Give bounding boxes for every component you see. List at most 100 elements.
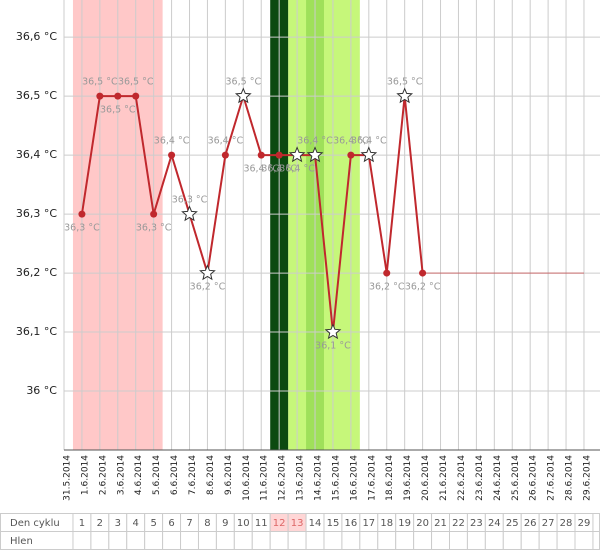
star-marker — [199, 264, 216, 281]
dot-marker — [96, 92, 104, 100]
table-cell — [197, 531, 217, 550]
star-marker — [181, 205, 198, 222]
table-cell — [108, 531, 128, 550]
row-label: Hlen — [10, 536, 33, 547]
table-cell — [180, 531, 199, 550]
data-label: 36,5 °C — [100, 105, 136, 116]
table-cell — [287, 531, 307, 550]
day-number: 29 — [578, 518, 591, 529]
table-cell — [305, 531, 325, 550]
day-number: 15 — [327, 518, 340, 529]
day-number: 16 — [345, 518, 358, 529]
day-number: 8 — [204, 518, 210, 529]
table-cell — [162, 531, 182, 550]
day-number: 6 — [168, 518, 174, 529]
dot-marker — [383, 269, 391, 277]
y-tick-label: 36 °C — [26, 384, 57, 397]
x-tick-label: 20.6.2014 — [421, 455, 431, 501]
day-number: 5 — [150, 518, 156, 529]
data-label: 36,5 °C — [226, 77, 262, 88]
table-cell — [126, 531, 146, 550]
day-number: 14 — [309, 518, 322, 529]
dot-marker — [132, 92, 140, 100]
table-cell — [341, 531, 361, 550]
star-marker — [306, 146, 324, 163]
star-marker — [360, 146, 378, 163]
x-tick-label: 9.6.2014 — [224, 455, 234, 495]
x-tick-label: 21.6.2014 — [439, 455, 449, 501]
table-cell — [269, 531, 289, 550]
table-cell — [448, 531, 468, 550]
dot-marker — [257, 151, 265, 159]
x-tick-label: 8.6.2014 — [206, 455, 216, 495]
dot-marker — [150, 210, 158, 218]
day-number: 7 — [186, 518, 192, 529]
x-tick-label: 15.6.2014 — [331, 455, 341, 501]
table-cell — [323, 531, 343, 550]
table-cell — [484, 531, 504, 550]
table-cell — [215, 531, 235, 550]
x-tick-label: 25.6.2014 — [511, 455, 521, 501]
y-tick-label: 36,2 °C — [16, 266, 57, 279]
day-number: 24 — [488, 518, 501, 529]
data-label: 36,4 °C — [243, 164, 279, 175]
x-tick-label: 22.6.2014 — [457, 455, 467, 501]
dot-marker — [168, 151, 176, 159]
y-tick-label: 36,1 °C — [16, 325, 57, 338]
dot-marker — [347, 151, 355, 159]
table-cell — [413, 531, 433, 550]
table-cell — [431, 531, 450, 550]
x-tick-label: 16.6.2014 — [349, 455, 359, 501]
data-label: 36,5 °C — [82, 77, 118, 88]
table-cell — [90, 531, 110, 550]
data-label: 36,4 °C — [154, 136, 190, 147]
x-tick-label: 5.6.2014 — [152, 455, 162, 495]
x-tick-label: 3.6.2014 — [116, 455, 126, 495]
day-number: 9 — [222, 518, 228, 529]
data-label: 36,3 °C — [136, 223, 172, 234]
table-cell — [251, 531, 271, 550]
table-cell — [377, 531, 397, 550]
data-label: 36,3 °C — [64, 223, 100, 234]
dot-marker — [419, 269, 427, 277]
day-number: 27 — [542, 518, 555, 529]
x-tick-label: 18.6.2014 — [385, 455, 395, 501]
x-tick-label: 10.6.2014 — [242, 455, 252, 501]
table-cell — [502, 531, 522, 550]
data-label: 36,5 °C — [118, 77, 154, 88]
star-marker — [288, 146, 306, 163]
data-label: 36,4 °C — [208, 136, 244, 147]
day-number: 18 — [380, 518, 393, 529]
day-number: 23 — [470, 518, 483, 529]
data-label: 36,2 °C — [190, 282, 226, 293]
day-number: 17 — [362, 518, 375, 529]
table-cell — [574, 531, 594, 550]
x-tick-label: 14.6.2014 — [314, 455, 324, 501]
table-cell — [556, 531, 576, 550]
data-label: 36,4 °C — [333, 136, 369, 147]
data-label: 36,4 °C — [297, 136, 333, 147]
x-tick-label: 28.6.2014 — [565, 455, 575, 501]
table-cell — [144, 531, 164, 550]
dot-marker — [275, 151, 283, 159]
y-tick-label: 36,3 °C — [16, 207, 57, 220]
day-number: 11 — [255, 518, 268, 529]
star-marker — [324, 323, 342, 340]
x-tick-label: 12.6.2014 — [278, 455, 288, 501]
day-number: 21 — [434, 518, 447, 529]
x-tick-label: 13.6.2014 — [296, 455, 306, 501]
day-number: 26 — [524, 518, 537, 529]
data-label: 36,5 °C — [387, 77, 423, 88]
x-tick-label: 2.6.2014 — [98, 455, 108, 495]
table-cell — [466, 531, 486, 550]
x-tick-label: 24.6.2014 — [493, 455, 503, 501]
table-cell — [395, 531, 415, 550]
day-number: 12 — [273, 518, 286, 529]
y-tick-label: 36,6 °C — [16, 30, 57, 43]
dot-marker — [78, 210, 86, 218]
day-number: 1 — [79, 518, 85, 529]
day-number: 25 — [506, 518, 519, 529]
day-number: 4 — [133, 518, 139, 529]
x-tick-label: 6.6.2014 — [170, 455, 180, 495]
